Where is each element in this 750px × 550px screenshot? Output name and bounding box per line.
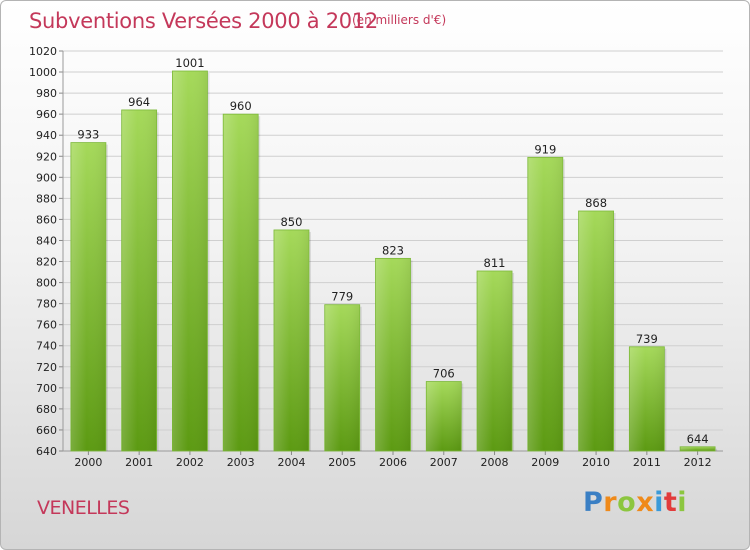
- y-tick-label: 680: [36, 403, 57, 416]
- bar-highlight: [680, 447, 715, 451]
- value-label-2004: 850: [280, 215, 302, 229]
- y-tick-label: 640: [36, 445, 57, 458]
- value-label-2005: 779: [331, 290, 353, 304]
- y-tick-label: 800: [36, 277, 57, 290]
- y-tick-label: 720: [36, 361, 57, 374]
- x-tick-label-2008: 2008: [481, 456, 509, 469]
- value-label-2008: 811: [484, 256, 506, 270]
- y-tick-label: 780: [36, 298, 57, 311]
- commune-name: VENELLES: [37, 497, 130, 519]
- bar-highlight: [274, 230, 309, 451]
- x-tick-label-2000: 2000: [74, 456, 102, 469]
- bar-highlight: [223, 114, 258, 451]
- bar-highlight: [579, 211, 614, 451]
- value-label-2011: 739: [636, 332, 658, 346]
- x-tick-label-2010: 2010: [582, 456, 610, 469]
- x-tick-label-2005: 2005: [328, 456, 356, 469]
- unit-note: (en milliers d'€): [352, 13, 447, 27]
- x-tick-label-2006: 2006: [379, 456, 407, 469]
- proxiti-logo: Proxiti: [583, 487, 688, 518]
- y-tick-label: 940: [36, 129, 57, 142]
- y-tick-label: 860: [36, 213, 57, 226]
- y-tick-label: 880: [36, 192, 57, 205]
- bar-highlight: [122, 110, 157, 451]
- x-tick-label-2011: 2011: [633, 456, 661, 469]
- x-tick-label-2003: 2003: [227, 456, 255, 469]
- bar-highlight: [629, 347, 664, 451]
- value-label-2002: 1001: [175, 56, 204, 70]
- bar-highlight: [172, 71, 207, 451]
- value-label-2009: 919: [534, 142, 556, 156]
- y-tick-label: 660: [36, 424, 57, 437]
- y-tick-label: 960: [36, 108, 57, 121]
- bar-highlight: [325, 305, 360, 451]
- y-tick-label: 900: [36, 171, 57, 184]
- chart-title: Subventions Versées 2000 à 2012: [29, 9, 378, 33]
- x-tick-label-2001: 2001: [125, 456, 153, 469]
- y-tick-label: 1020: [29, 45, 57, 58]
- value-label-2010: 868: [585, 196, 607, 210]
- y-tick-label: 700: [36, 382, 57, 395]
- bar-highlight: [528, 157, 563, 451]
- y-tick-label: 840: [36, 234, 57, 247]
- y-tick-label: 1000: [29, 66, 57, 79]
- x-tick-label-2002: 2002: [176, 456, 204, 469]
- bar-highlight: [426, 382, 461, 451]
- y-tick-label: 980: [36, 87, 57, 100]
- value-label-2012: 644: [687, 432, 709, 446]
- bar-highlight: [376, 258, 410, 451]
- x-tick-label-2007: 2007: [430, 456, 458, 469]
- label-layer: 640 660 680 700 720 740 760 780 800 820 840 860 880 9…: [29, 45, 712, 469]
- y-tick-label: 740: [36, 340, 57, 353]
- bar-highlight: [477, 271, 512, 451]
- y-tick-label: 820: [36, 256, 57, 269]
- x-tick-label-2009: 2009: [531, 456, 559, 469]
- y-tick-label: 920: [36, 150, 57, 163]
- value-label-2006: 823: [382, 243, 404, 257]
- x-tick-label-2012: 2012: [684, 456, 712, 469]
- value-label-2001: 964: [128, 95, 150, 109]
- value-label-2007: 706: [433, 367, 455, 381]
- bar-layer: [70, 70, 718, 452]
- value-label-2000: 933: [77, 128, 99, 142]
- bar-highlight: [71, 143, 106, 451]
- value-label-2003: 960: [230, 99, 252, 113]
- y-tick-label: 760: [36, 319, 57, 332]
- x-tick-label-2004: 2004: [277, 456, 305, 469]
